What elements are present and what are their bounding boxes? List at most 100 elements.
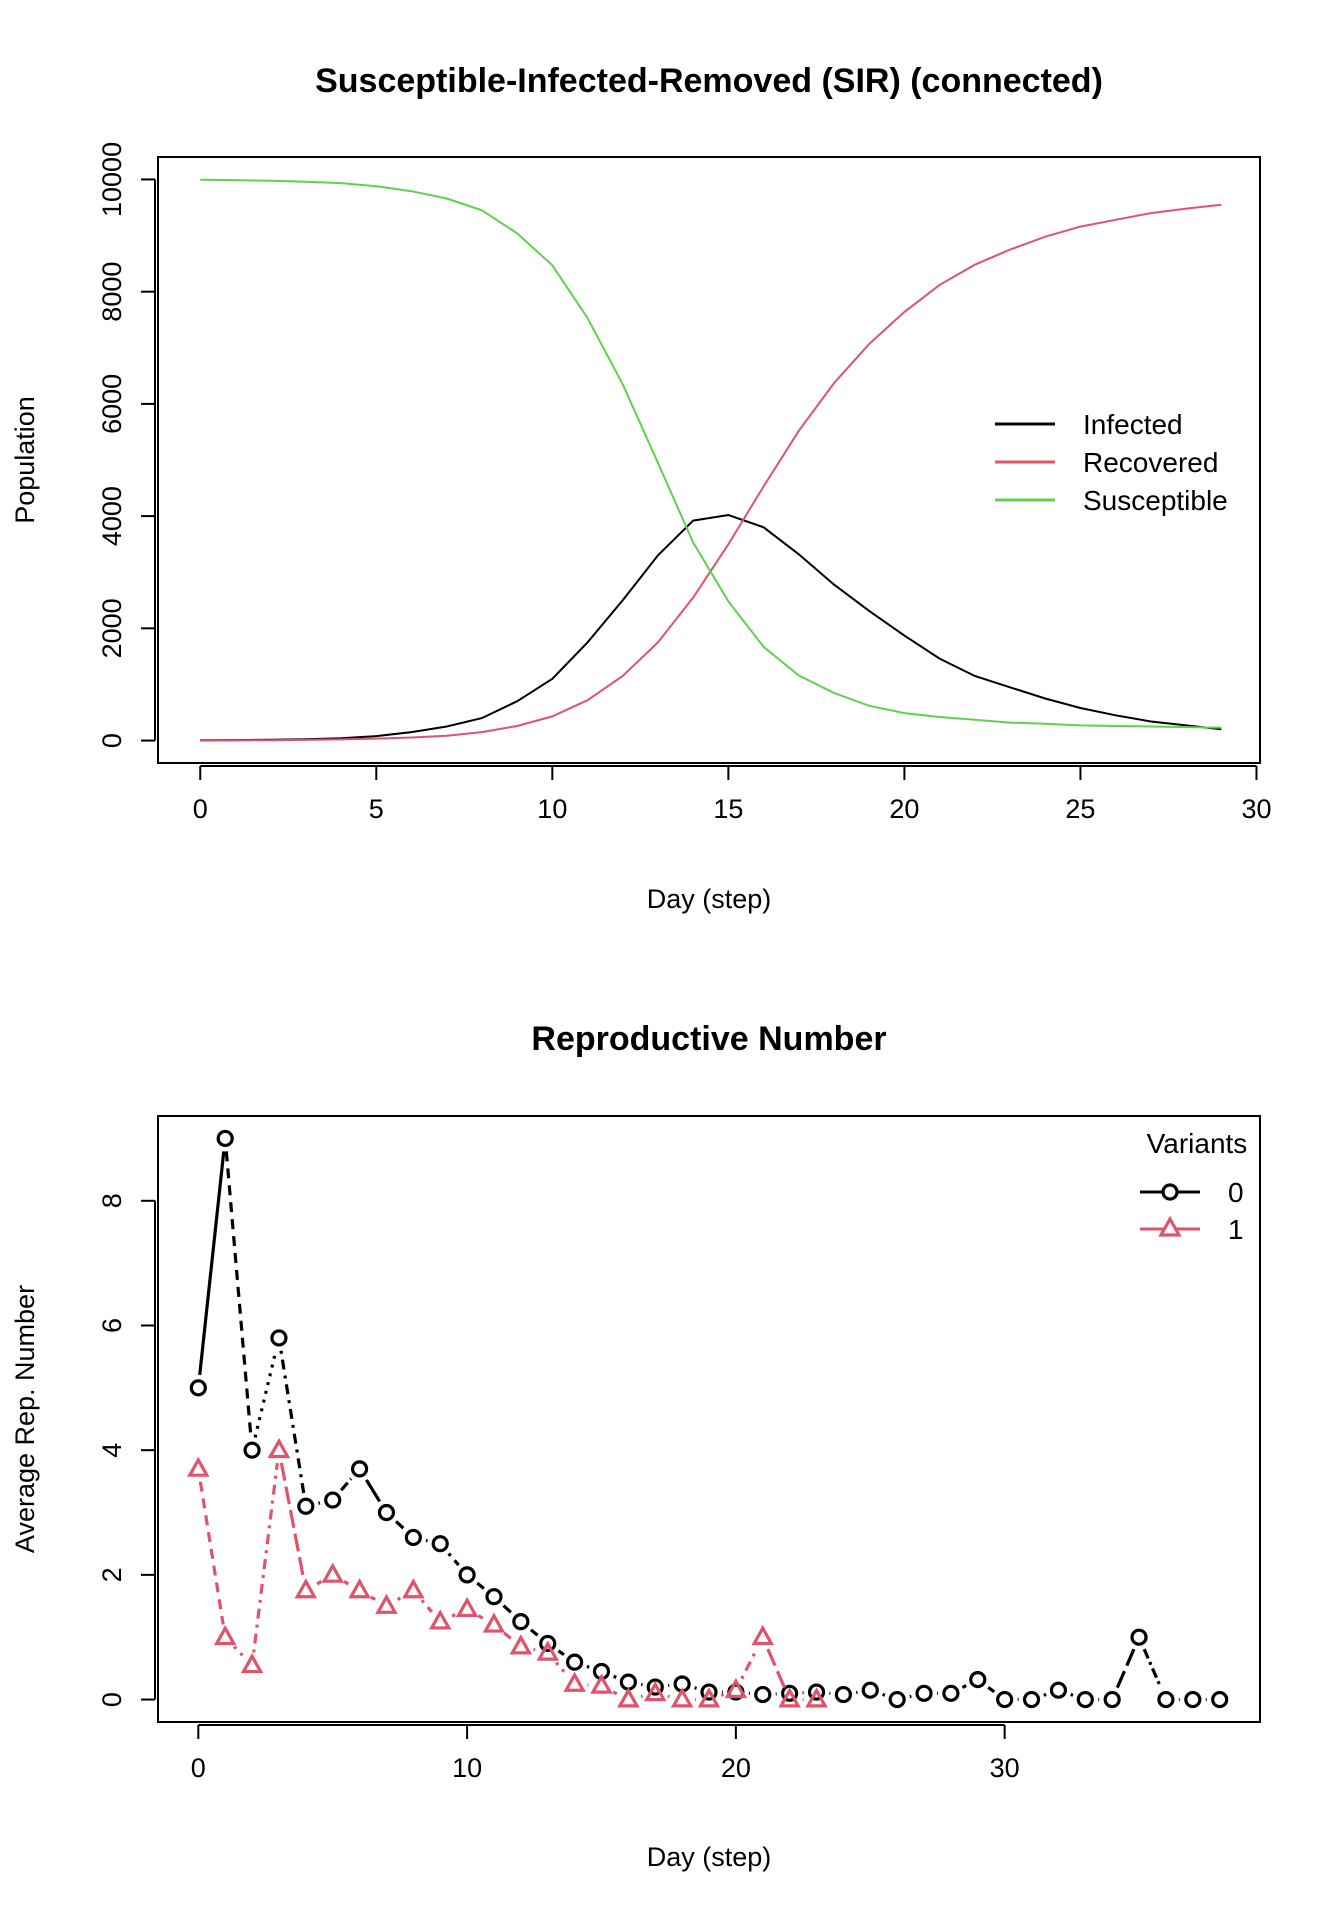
sir-y-tick-label: 4000 (97, 486, 127, 546)
rep-point-0 (512, 1613, 530, 1631)
rep-point-1 (213, 1624, 237, 1646)
rep-point-0 (1049, 1681, 1068, 1699)
rep-segment-1 (451, 1613, 456, 1618)
rep-point-1 (428, 1609, 452, 1630)
rep-y-tick-label: 4 (97, 1443, 127, 1458)
rep-point-0 (485, 1588, 503, 1606)
rep-segment-0 (987, 1686, 996, 1694)
legend-label-susceptible: Susceptible (1083, 485, 1228, 516)
sir-x-tick-label: 20 (889, 794, 919, 824)
sir-y-tick-label: 10000 (97, 142, 127, 217)
rep-chart-title: Reproductive Number (531, 1020, 886, 1058)
rep-segment-1 (370, 1595, 377, 1601)
rep-point-0 (377, 1503, 396, 1522)
rep-point-1 (267, 1437, 291, 1459)
rep-x-tick-label: 30 (990, 1753, 1020, 1783)
rep-point-1 (375, 1593, 398, 1614)
sir-line-recovered (200, 203, 1222, 742)
rep-y-tick-label: 8 (97, 1193, 127, 1208)
rep-segment-0 (447, 1552, 460, 1567)
rep-point-0 (754, 1685, 772, 1704)
sir-y-axis: 0 2000 4000 6000 8000 10000 (97, 142, 156, 748)
rep-segment-0 (339, 1477, 353, 1492)
rep-point-0 (834, 1685, 852, 1704)
sir-plot-frame (157, 156, 1261, 764)
sir-y-tick-label: 0 (97, 733, 127, 748)
rep-point-1 (563, 1671, 586, 1692)
rep-point-0 (915, 1684, 933, 1702)
rep-x-axis-label: Day (step) (647, 1842, 772, 1872)
rep-segment-0 (1043, 1692, 1047, 1697)
sir-series (200, 178, 1222, 742)
rep-plot-frame (157, 1115, 1261, 1723)
rep-point-0 (270, 1329, 288, 1347)
rep-segment-0 (882, 1692, 886, 1697)
rep-point-0 (619, 1673, 637, 1691)
rep-point-1 (536, 1640, 560, 1661)
sir-chart-title: Susceptible-Infected-Removed (SIR) (conn… (315, 62, 1103, 100)
rep-x-tick-label: 10 (452, 1753, 482, 1783)
rep-point-1 (348, 1578, 371, 1599)
rep-point-0 (566, 1653, 584, 1671)
rep-segment-0 (1142, 1648, 1163, 1689)
rep-point-0 (324, 1491, 342, 1509)
rep-y-tick-label: 0 (97, 1692, 127, 1707)
rep-point-1 (294, 1578, 318, 1599)
rep-point-1 (455, 1596, 479, 1618)
rep-point-1 (321, 1562, 344, 1583)
sir-y-tick-label: 6000 (97, 374, 127, 434)
rep-point-0 (646, 1678, 664, 1696)
sir-line-infected (200, 513, 1222, 742)
rep-point-0 (996, 1690, 1014, 1709)
rep-point-0 (807, 1683, 826, 1701)
rep-segment-0 (1070, 1692, 1074, 1697)
rep-point-0 (781, 1684, 799, 1702)
rep-point-0 (888, 1690, 906, 1709)
rep-x-tick-label: 0 (191, 1753, 206, 1783)
rep-segment-0 (502, 1604, 513, 1614)
rep-point-1 (509, 1634, 533, 1655)
rep-point-0 (1022, 1690, 1041, 1709)
rep-point-1 (187, 1456, 210, 1477)
rep-y-axis-label: Average Rep. Number (10, 1285, 40, 1553)
rep-segment-1 (766, 1648, 786, 1689)
rep-point-0 (1157, 1690, 1175, 1709)
sir-y-axis-label: Population (10, 396, 40, 524)
rep-segment-0 (557, 1649, 565, 1657)
rep-y-tick-label: 6 (97, 1318, 127, 1333)
rep-y-axis: 0 2 4 6 8 (97, 1193, 156, 1707)
rep-point-0 (431, 1535, 449, 1553)
rep-point-0 (216, 1129, 234, 1148)
sir-x-axis-label: Day (step) (647, 884, 772, 914)
rep-segment-0 (198, 1151, 226, 1376)
sir-chart: Susceptible-Infected-Removed (SIR) (conn… (10, 62, 1272, 914)
rep-segment-0 (224, 1151, 253, 1438)
sir-y-tick-label: 8000 (97, 262, 127, 322)
rep-point-0 (404, 1528, 422, 1547)
rep-point-1 (402, 1578, 425, 1599)
legend-label-variant-0: 0 (1228, 1177, 1244, 1208)
rep-segment-0 (529, 1628, 539, 1637)
sir-x-tick-label: 0 (193, 794, 208, 824)
rep-point-0 (458, 1566, 476, 1584)
rep-point-1 (617, 1687, 640, 1708)
sir-x-tick-label: 25 (1065, 794, 1095, 824)
sir-y-tick-label: 2000 (97, 598, 127, 658)
rep-point-0 (189, 1379, 207, 1397)
rep-segment-1 (720, 1692, 725, 1697)
rep-segment-1 (555, 1661, 568, 1676)
rep-segment-1 (316, 1580, 323, 1586)
rep-point-1 (482, 1612, 506, 1633)
rep-point-0 (1184, 1690, 1202, 1709)
rep-segment-1 (233, 1645, 245, 1657)
rep-segment-1 (198, 1481, 225, 1625)
rep-point-1 (805, 1687, 828, 1708)
rep-point-0 (700, 1683, 718, 1701)
legend-marker-variant-0 (1161, 1183, 1179, 1201)
sir-x-tick-label: 5 (369, 794, 384, 824)
rep-segment-1 (420, 1599, 433, 1613)
rep-segment-0 (961, 1684, 967, 1689)
rep-point-1 (724, 1677, 748, 1699)
